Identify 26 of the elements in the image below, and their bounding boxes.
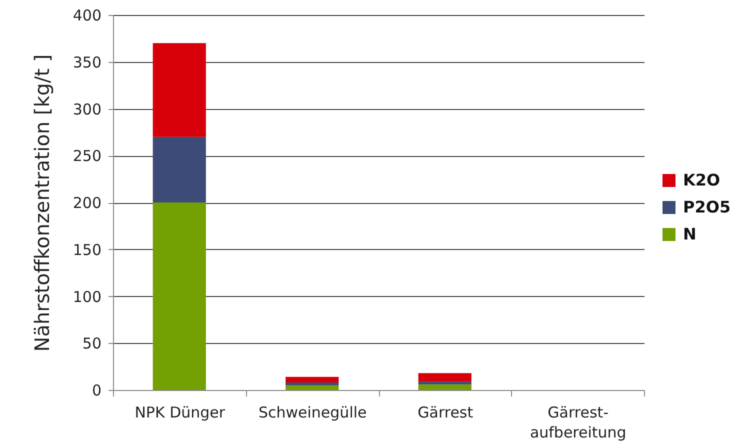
legend-label: K2O [683,170,720,190]
legend-label: P2O5 [683,198,731,216]
x-tick-label: NPK Dünger [134,404,226,422]
bar [152,136,206,202]
bar [152,202,206,390]
x-tick-label: Gärrest [418,404,474,422]
bar [418,382,472,384]
x-tick-label: Schweinegülle [258,404,367,422]
bar [286,385,339,390]
y-axis-title: Nährstoffkonzentration [kg/t ] [30,54,54,352]
bar [418,384,472,390]
bar [286,382,339,386]
y-tick-label: 300 [72,100,102,118]
x-tick-label: Gärrest- aufbereitung [530,404,626,442]
y-tick-label: 150 [72,240,102,259]
y-tick-label: 0 [92,382,102,400]
bar [286,376,339,382]
bar [418,373,472,382]
y-tick-label: 200 [72,194,102,212]
y-tick-label: 400 [72,6,102,24]
legend-label: N [683,224,696,244]
y-tick-label: 350 [72,53,102,72]
bar [152,43,206,137]
y-tick-label: 250 [72,147,102,166]
y-tick-label: 50 [82,334,102,353]
y-tick-label: 100 [72,288,102,306]
